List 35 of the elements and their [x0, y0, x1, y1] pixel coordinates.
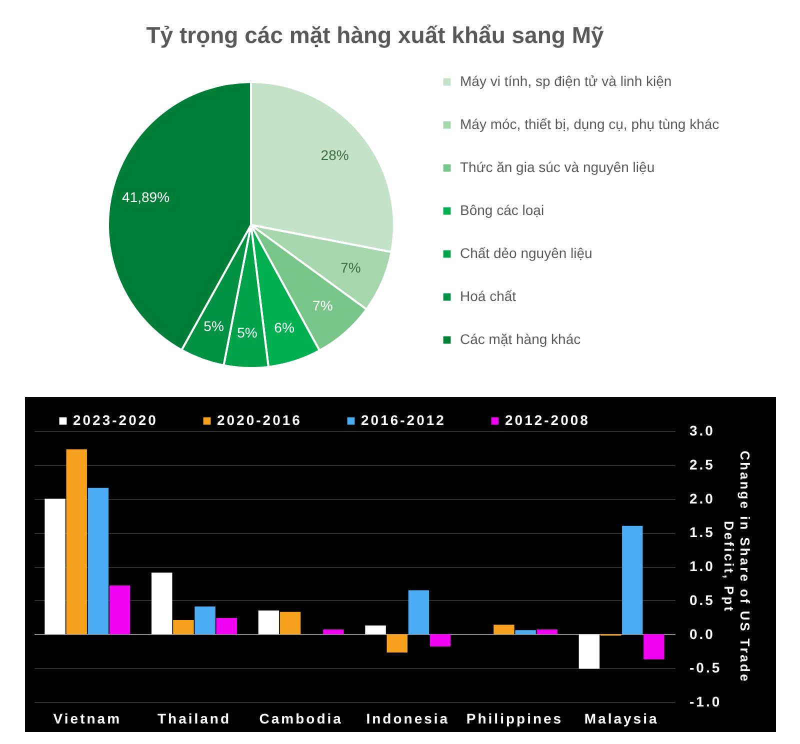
x-tick-label: Thailand — [157, 710, 232, 726]
legend-label: Hoá chất — [460, 288, 516, 304]
data-label: 7% — [340, 259, 361, 276]
legend-label: 2020-2016 — [217, 412, 302, 428]
x-tick-label: Cambodia — [259, 710, 343, 726]
y-tick-label: 0.0 — [690, 626, 715, 642]
legend-label: Máy vi tính, sp điện tử và linh kiện — [460, 73, 672, 89]
y-tick-label: -0.5 — [690, 660, 722, 676]
x-tick-label: Vietnam — [53, 710, 122, 726]
data-label: 5% — [204, 318, 224, 334]
legend-label: 2012-2008 — [505, 412, 590, 428]
data-label: 41,89% — [122, 188, 170, 205]
y-tick-label: 2.0 — [690, 490, 715, 506]
x-tick-label: Indonesia — [366, 710, 450, 726]
data-label: 7% — [312, 298, 333, 314]
y-tick-label: 2.5 — [690, 456, 715, 472]
y-axis-title: Change in Share of US Trade Deficit, Ppt — [722, 450, 753, 684]
y-tick-label: 1.0 — [690, 558, 715, 574]
x-tick-label: Malaysia — [584, 710, 659, 726]
y-tick-label: 3.0 — [690, 422, 715, 438]
y-tick-label: 0.5 — [690, 592, 715, 608]
legend-label: Các mặt hàng khác — [460, 331, 581, 347]
legend-label: Chất dẻo nguyên liệu — [460, 245, 592, 261]
y-tick-label: -1.0 — [690, 694, 722, 710]
data-label: 5% — [237, 324, 258, 341]
chart-title: Tỷ trọng các mặt hàng xuất khẩu sang Mỹ — [146, 22, 604, 48]
x-tick-label: Philippines — [466, 710, 564, 726]
legend-label: Thức ăn gia súc và nguyên liệu — [460, 159, 655, 175]
legend-label: Máy móc, thiết bị, dụng cụ, phụ tùng khác — [460, 116, 720, 132]
data-label: 6% — [274, 319, 294, 336]
legend-label: Bông các loại — [460, 202, 544, 218]
legend-label: 2016-2012 — [361, 412, 446, 428]
data-label: 28% — [320, 146, 349, 163]
legend-label: 2023-2020 — [73, 412, 158, 428]
y-tick-label: 1.5 — [690, 524, 715, 540]
